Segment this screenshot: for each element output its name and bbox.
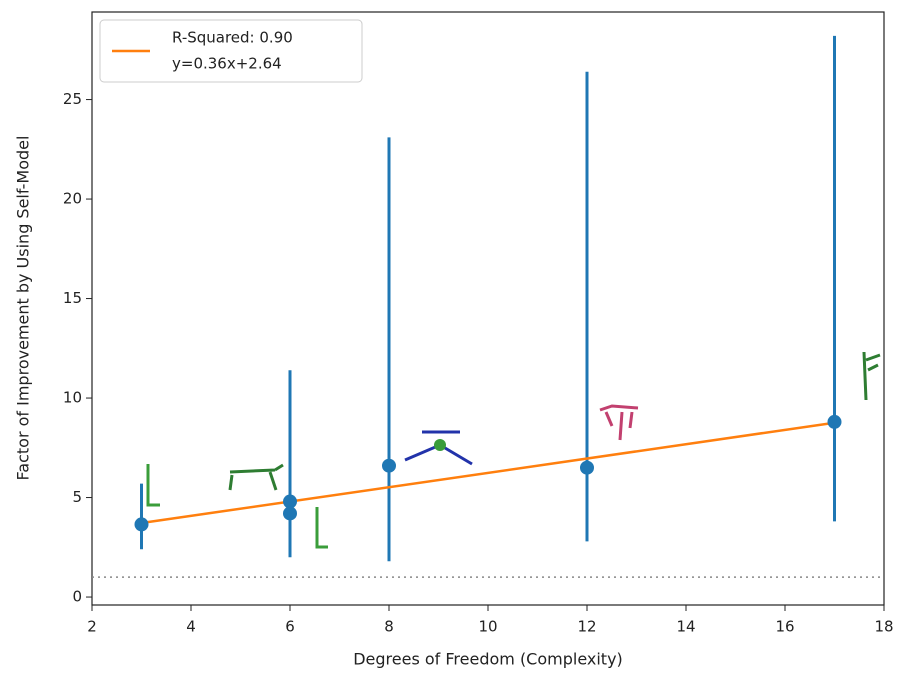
x-tick-label: 6 xyxy=(285,618,295,636)
x-tick-label: 16 xyxy=(775,618,794,636)
y-tick-label: 20 xyxy=(63,190,82,208)
y-tick-label: 0 xyxy=(72,588,82,606)
robot-icon xyxy=(228,463,284,491)
data-point xyxy=(283,506,297,521)
x-tick-label: 10 xyxy=(478,618,497,636)
y-axis-label: Factor of Improvement by Using Self-Mode… xyxy=(14,136,33,481)
x-tick-label: 4 xyxy=(186,618,196,636)
y-tick-label: 25 xyxy=(63,90,82,108)
data-point xyxy=(283,494,297,509)
data-point xyxy=(580,460,594,475)
data-point xyxy=(827,414,842,429)
robot-icon xyxy=(862,351,881,401)
y-tick-label: 10 xyxy=(63,389,82,407)
robot-icon xyxy=(146,464,160,507)
robot-icon xyxy=(434,439,446,451)
fit-line xyxy=(141,421,835,525)
y-tick-label: 15 xyxy=(63,289,82,307)
y-tick-label: 5 xyxy=(72,488,82,506)
legend-box xyxy=(99,19,363,83)
data-point xyxy=(382,458,396,473)
plot-frame xyxy=(91,11,885,606)
x-tick-label: 14 xyxy=(676,618,695,636)
data-point xyxy=(134,517,149,532)
x-tick-label: 8 xyxy=(384,618,394,636)
robot-icon xyxy=(599,404,639,441)
x-tick-label: 2 xyxy=(87,618,97,636)
x-axis-label: Degrees of Freedom (Complexity) xyxy=(353,650,623,669)
robot-icon xyxy=(315,507,328,549)
robot-icons xyxy=(146,351,881,549)
x-tick-label: 12 xyxy=(577,618,596,636)
legend-label: R-Squared: 0.90 xyxy=(172,29,293,47)
legend-label: y=0.36x+2.64 xyxy=(172,55,282,73)
x-tick-label: 18 xyxy=(874,618,893,636)
